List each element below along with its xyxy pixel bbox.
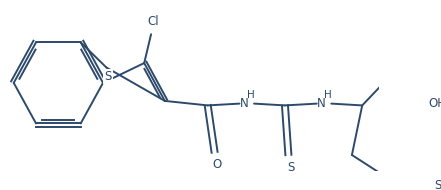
Text: S: S (287, 161, 295, 174)
Text: OH: OH (429, 97, 441, 110)
Text: Cl: Cl (147, 15, 159, 28)
Text: N: N (239, 97, 248, 110)
Text: S: S (105, 70, 112, 83)
Text: O: O (213, 158, 222, 171)
Text: H: H (324, 90, 332, 100)
Text: S: S (434, 179, 441, 190)
Text: H: H (247, 90, 254, 100)
Text: N: N (317, 97, 325, 110)
